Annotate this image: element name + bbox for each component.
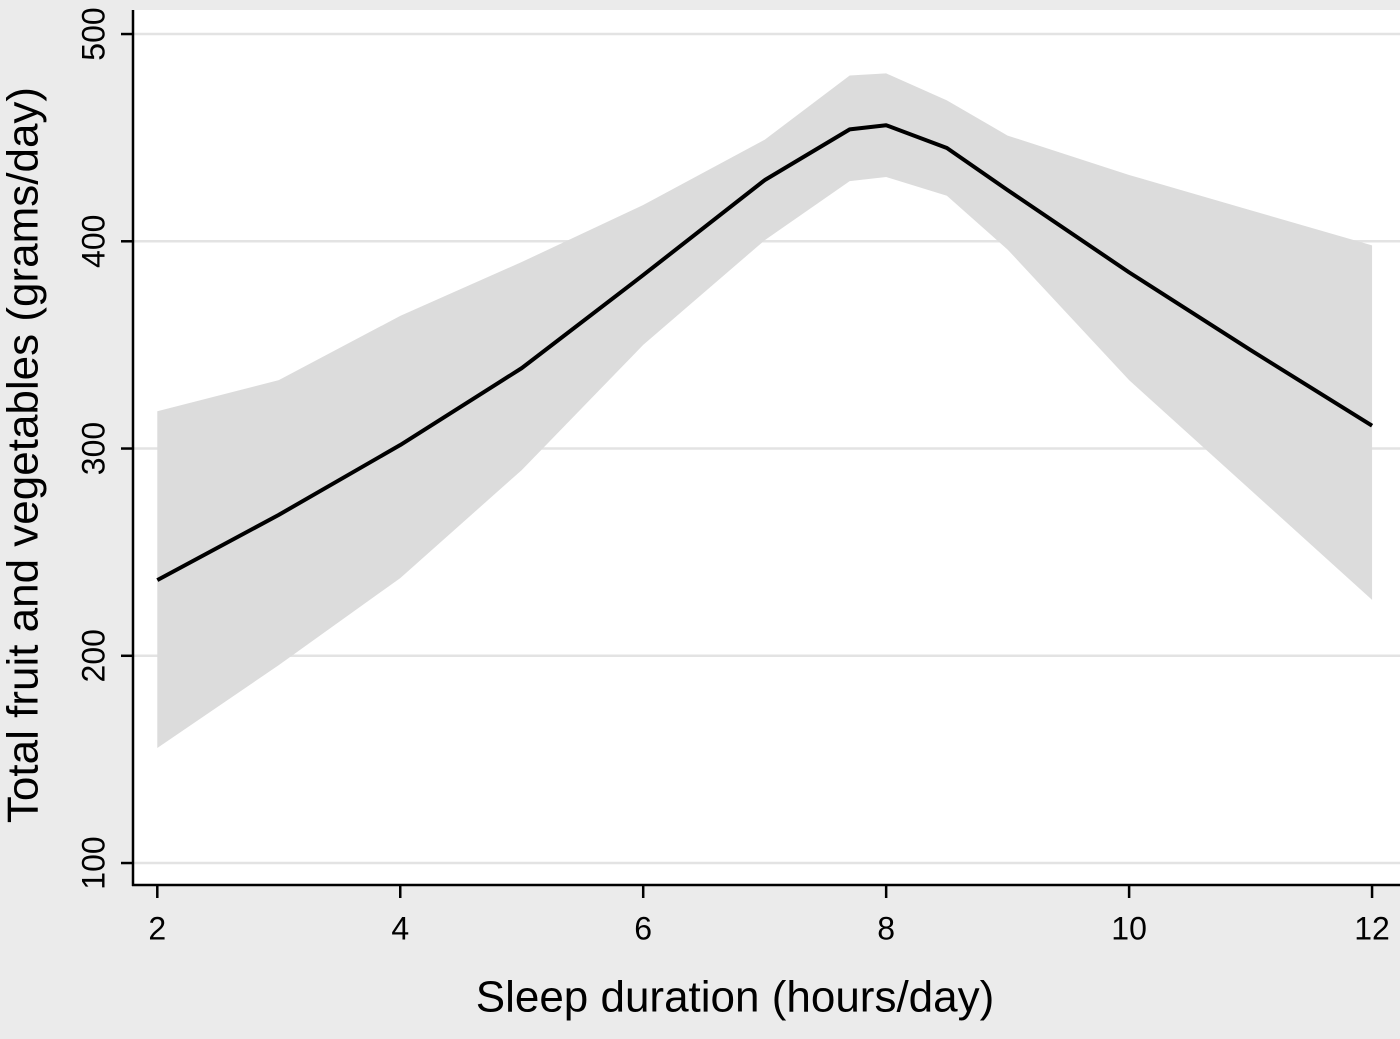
x-tick-label: 6 (634, 910, 652, 946)
y-tick-label: 400 (75, 215, 111, 268)
line (156, 123, 1374, 582)
x-tick-label: 10 (1111, 910, 1147, 946)
y-tick-label: 300 (75, 422, 111, 475)
x-tick-label: 4 (391, 910, 409, 946)
x-tick-label: 12 (1354, 910, 1390, 946)
confidence-band (157, 73, 1373, 749)
y-axis-title: Total fruit and vegetables (grams/day) (0, 87, 48, 823)
y-tick-label: 200 (75, 629, 111, 682)
x-tick-label: 2 (148, 910, 166, 946)
y-tick-label: 100 (75, 836, 111, 889)
x-tick-label: 8 (877, 910, 895, 946)
y-tick-label: 500 (75, 7, 111, 60)
x-axis-title: Sleep duration (hours/day) (476, 973, 995, 1022)
